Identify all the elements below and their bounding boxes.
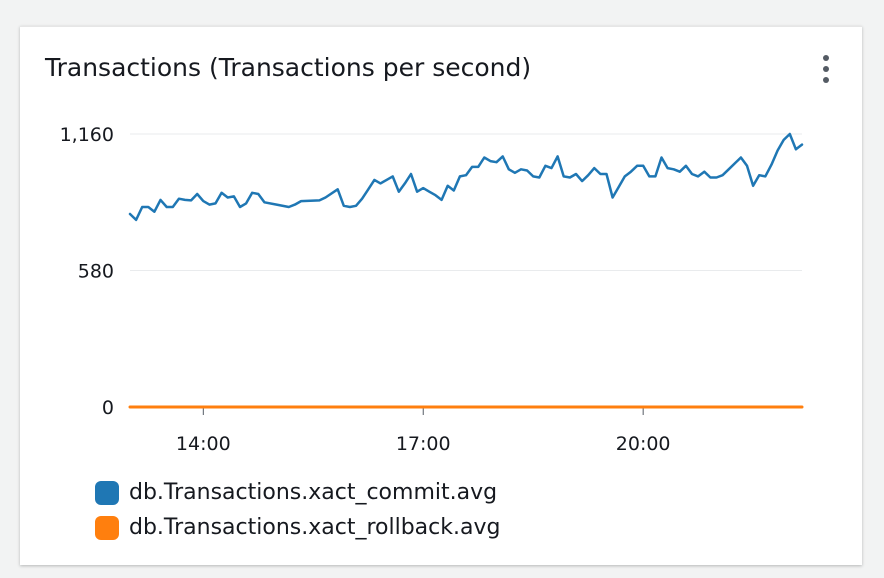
x-tick-label-0: 14:00 — [176, 433, 231, 455]
x-axis: 14:00 17:00 20:00 — [130, 406, 802, 455]
legend: db.Transactions.xact_commit.avg db.Trans… — [95, 475, 500, 545]
legend-swatch-rollback — [95, 515, 119, 540]
gridlines — [130, 133, 802, 271]
y-axis: 0 580 1,160 — [60, 124, 114, 419]
series-line-commit[interactable] — [128, 132, 804, 222]
legend-swatch-commit — [95, 480, 119, 505]
y-tick-label-1: 580 — [78, 261, 114, 283]
series-lines — [128, 132, 804, 409]
y-tick-label-2: 1,160 — [60, 124, 114, 146]
x-tick-label-2: 20:00 — [616, 433, 671, 455]
y-tick-label-0: 0 — [102, 397, 114, 419]
widget-title: Transactions (Transactions per second) — [45, 53, 532, 82]
legend-item-rollback[interactable]: db.Transactions.xact_rollback.avg — [95, 510, 500, 545]
legend-item-commit[interactable]: db.Transactions.xact_commit.avg — [95, 475, 500, 510]
line-chart: 0 580 1,160 14:00 17:00 20:00 — [60, 124, 804, 455]
x-tick-label-1: 17:00 — [396, 433, 451, 455]
transactions-widget: Transactions (Transactions per second) 0… — [20, 26, 862, 565]
legend-label-rollback: db.Transactions.xact_rollback.avg — [129, 515, 501, 540]
legend-label-commit: db.Transactions.xact_commit.avg — [129, 480, 498, 505]
vertical-ellipsis-icon[interactable] — [816, 51, 836, 85]
